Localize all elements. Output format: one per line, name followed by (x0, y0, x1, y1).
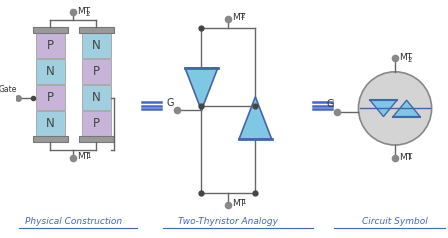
Text: MT: MT (77, 152, 90, 161)
Text: Two-Thyristor Analogy: Two-Thyristor Analogy (178, 217, 278, 226)
Text: N: N (46, 65, 55, 78)
Text: 2: 2 (241, 13, 246, 20)
Bar (82, 59, 111, 84)
Bar (79, 28, 114, 33)
Polygon shape (185, 68, 218, 110)
Bar (36, 111, 65, 136)
Bar (82, 33, 111, 58)
Text: Physical Construction: Physical Construction (25, 217, 122, 226)
Bar (36, 59, 65, 84)
Bar (82, 85, 111, 110)
Polygon shape (239, 97, 272, 139)
Bar (33, 28, 68, 33)
Bar (33, 136, 68, 142)
Text: N: N (46, 117, 55, 130)
Text: G: G (167, 98, 174, 108)
Bar (79, 136, 114, 142)
Bar (36, 33, 65, 58)
Polygon shape (393, 100, 420, 117)
Text: P: P (93, 65, 100, 78)
Text: Circuit Symbol: Circuit Symbol (362, 217, 428, 226)
Text: 2: 2 (86, 10, 90, 16)
Bar (82, 111, 111, 136)
Text: P: P (93, 117, 100, 130)
Polygon shape (370, 100, 397, 117)
Text: MT: MT (399, 53, 412, 62)
Text: MT: MT (232, 13, 246, 22)
Bar (36, 85, 65, 110)
Text: N: N (92, 39, 101, 52)
Text: 1: 1 (408, 154, 412, 160)
Text: Gate: Gate (0, 85, 17, 94)
Text: 1: 1 (86, 153, 90, 159)
Text: MT: MT (399, 153, 412, 162)
Text: MT: MT (77, 7, 90, 16)
Text: 1: 1 (241, 199, 246, 205)
Circle shape (358, 72, 431, 145)
Text: G: G (327, 99, 334, 109)
Text: P: P (47, 39, 54, 52)
Text: 2: 2 (408, 57, 412, 63)
Text: MT: MT (232, 199, 246, 208)
Text: P: P (47, 91, 54, 104)
Text: N: N (92, 91, 101, 104)
